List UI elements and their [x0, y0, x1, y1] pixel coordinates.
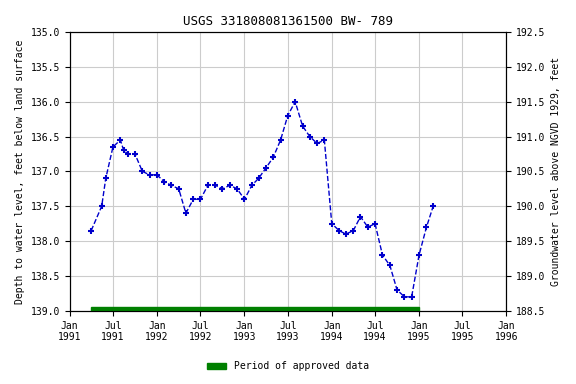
Legend: Period of approved data: Period of approved data [203, 358, 373, 375]
Y-axis label: Depth to water level, feet below land surface: Depth to water level, feet below land su… [15, 39, 25, 304]
Title: USGS 331808081361500 BW- 789: USGS 331808081361500 BW- 789 [183, 15, 393, 28]
Y-axis label: Groundwater level above NGVD 1929, feet: Groundwater level above NGVD 1929, feet [551, 57, 561, 286]
Bar [91, 307, 419, 311]
